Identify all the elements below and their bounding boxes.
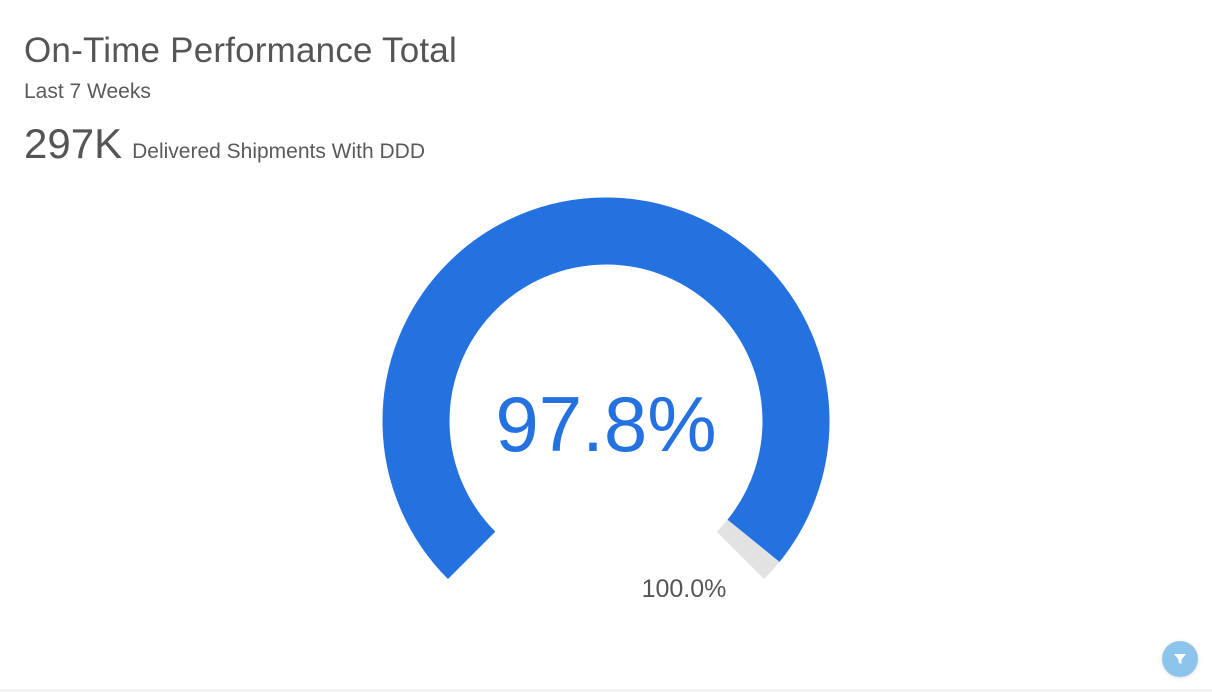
chart-title: On-Time Performance Total: [24, 31, 457, 70]
gauge-value-label: 97.8%: [495, 380, 716, 468]
bottom-divider: [0, 689, 1212, 692]
filter-button[interactable]: [1162, 641, 1198, 677]
chart-subtitle: Last 7 Weeks: [24, 80, 151, 103]
kpi-value: 297K: [24, 120, 123, 167]
gauge-max-label: 100.0%: [642, 575, 727, 603]
filter-icon: [1174, 654, 1186, 664]
gauge-fill: [382, 197, 830, 579]
kpi-summary: 297K Delivered Shipments With DDD: [24, 120, 425, 168]
kpi-label: Delivered Shipments With DDD: [132, 140, 426, 163]
